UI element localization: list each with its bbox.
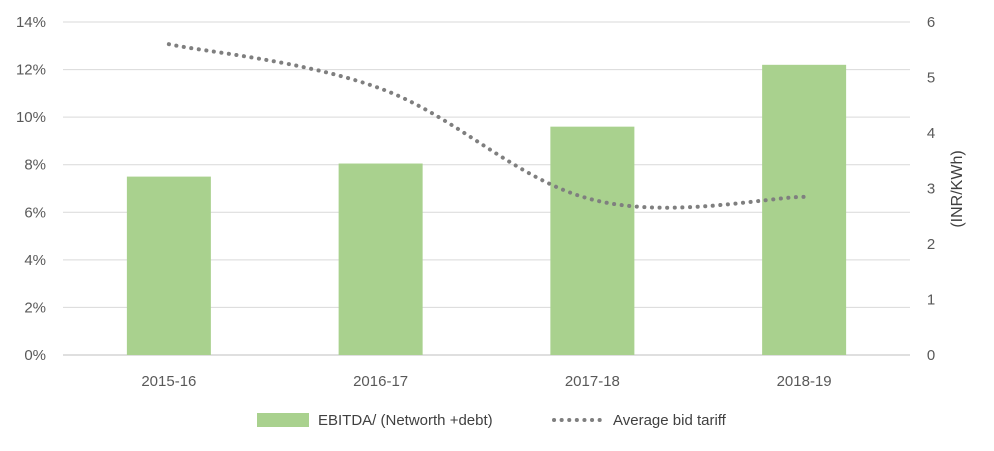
right-tick-label: 2	[927, 236, 935, 253]
x-tick-label: 2018-19	[777, 373, 832, 390]
right-tick-label: 4	[927, 125, 935, 142]
right-axis: 0 1 2 3 4 5 6	[927, 14, 935, 364]
bar	[126, 176, 211, 355]
legend-label-line: Average bid tariff	[613, 412, 727, 429]
tariff-line	[166, 42, 807, 210]
right-tick-label: 0	[927, 347, 935, 364]
bar	[762, 64, 847, 356]
right-tick-label: 5	[927, 70, 935, 87]
left-tick-label: 10%	[16, 109, 46, 126]
legend-label-bar: EBITDA/ (Networth +debt)	[318, 412, 493, 429]
left-tick-label: 2%	[24, 299, 46, 316]
right-axis-title: (INR/KWh)	[949, 150, 966, 227]
right-tick-label: 1	[927, 292, 935, 309]
left-tick-label: 8%	[24, 157, 46, 174]
bar-series	[126, 64, 847, 356]
legend-swatch-bar	[257, 413, 309, 427]
left-tick-label: 6%	[24, 204, 46, 221]
right-tick-label: 6	[927, 14, 935, 31]
x-tick-label: 2015-16	[141, 373, 196, 390]
legend: EBITDA/ (Networth +debt) Average bid tari…	[257, 412, 727, 429]
left-tick-label: 14%	[16, 14, 46, 31]
line-series	[166, 42, 807, 210]
right-tick-label: 3	[927, 181, 935, 198]
left-tick-label: 4%	[24, 252, 46, 269]
left-tick-label: 0%	[24, 347, 46, 364]
x-axis: 2015-16 2016-17 2017-18 2018-19	[141, 373, 831, 390]
x-tick-label: 2016-17	[353, 373, 408, 390]
x-tick-label: 2017-18	[565, 373, 620, 390]
bar	[550, 126, 635, 356]
left-tick-label: 12%	[16, 62, 46, 79]
bar	[338, 163, 423, 355]
left-axis: 0% 2% 4% 6% 8% 10% 12% 14%	[16, 14, 46, 364]
